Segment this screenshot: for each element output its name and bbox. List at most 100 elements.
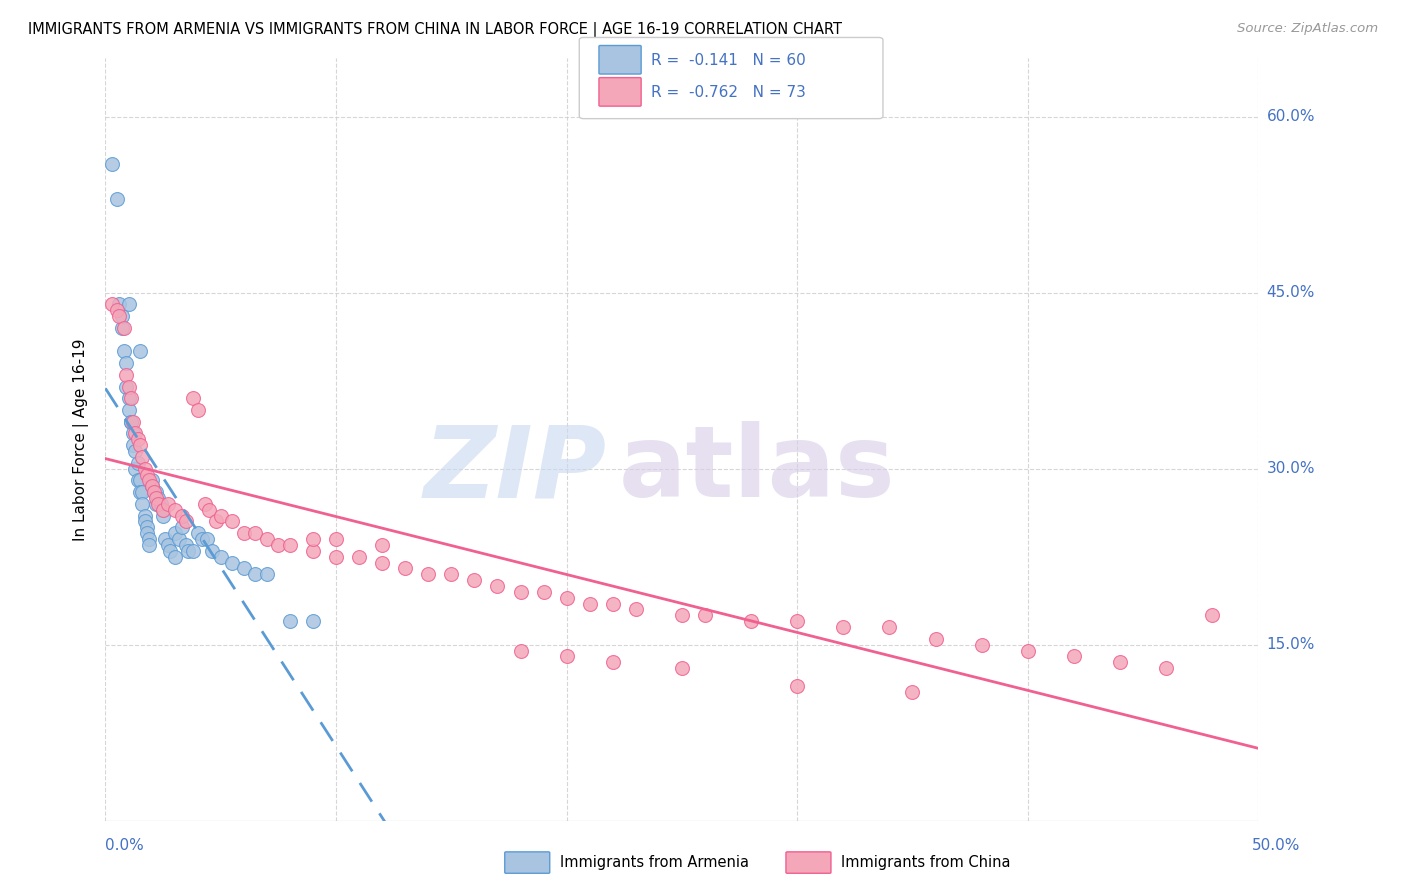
Point xyxy=(924,632,946,646)
Text: 15.0%: 15.0% xyxy=(1267,637,1315,652)
Point xyxy=(245,526,267,541)
Point xyxy=(122,426,145,441)
Point xyxy=(122,438,145,452)
Point xyxy=(120,415,142,429)
Point xyxy=(624,602,647,616)
Point xyxy=(170,508,193,523)
Point xyxy=(602,655,624,669)
Point xyxy=(533,585,555,599)
Point xyxy=(194,497,217,511)
Point xyxy=(174,515,197,529)
Point xyxy=(394,561,416,575)
Point xyxy=(105,192,128,206)
Point xyxy=(200,543,222,558)
Point xyxy=(101,297,124,311)
Point xyxy=(131,485,153,500)
Point xyxy=(117,379,139,393)
Text: 30.0%: 30.0% xyxy=(1267,461,1315,476)
Point xyxy=(131,497,153,511)
Text: 60.0%: 60.0% xyxy=(1267,109,1315,124)
Text: ZIP: ZIP xyxy=(425,421,607,518)
Point xyxy=(371,538,394,552)
Y-axis label: In Labor Force | Age 16-19: In Labor Force | Age 16-19 xyxy=(73,338,90,541)
Point xyxy=(371,556,394,570)
Point xyxy=(112,321,135,335)
Point xyxy=(142,485,165,500)
Point xyxy=(325,549,347,564)
Point xyxy=(209,508,232,523)
Point xyxy=(127,474,149,488)
Point xyxy=(671,608,693,623)
Point xyxy=(209,549,232,564)
Point xyxy=(1201,608,1223,623)
Text: IMMIGRANTS FROM ARMENIA VS IMMIGRANTS FROM CHINA IN LABOR FORCE | AGE 16-19 CORR: IMMIGRANTS FROM ARMENIA VS IMMIGRANTS FR… xyxy=(28,22,842,38)
Text: 0.0%: 0.0% xyxy=(105,838,145,853)
Point xyxy=(555,591,578,605)
Point xyxy=(141,474,163,488)
Point xyxy=(278,538,301,552)
Point xyxy=(163,526,186,541)
Point xyxy=(1017,643,1039,657)
Point xyxy=(134,461,156,475)
Text: Immigrants from Armenia: Immigrants from Armenia xyxy=(560,855,748,870)
Point xyxy=(693,608,716,623)
Point xyxy=(148,491,170,505)
Point xyxy=(152,502,174,516)
Point xyxy=(145,497,167,511)
Point xyxy=(879,620,901,634)
Point xyxy=(256,532,278,546)
Point xyxy=(129,474,152,488)
Point xyxy=(138,532,160,546)
Point xyxy=(832,620,855,634)
Point xyxy=(117,403,139,417)
Point xyxy=(170,520,193,534)
Point xyxy=(110,309,132,323)
Text: atlas: atlas xyxy=(619,421,896,518)
Point xyxy=(177,543,200,558)
Point xyxy=(302,614,325,628)
Point xyxy=(187,526,209,541)
Point xyxy=(1154,661,1177,675)
Point xyxy=(141,479,163,493)
Point xyxy=(302,532,325,546)
Point xyxy=(156,538,179,552)
Point xyxy=(155,532,177,546)
Point xyxy=(134,508,156,523)
Point xyxy=(578,597,600,611)
Point xyxy=(127,433,149,447)
Point xyxy=(152,502,174,516)
Point xyxy=(152,508,174,523)
Point xyxy=(221,515,243,529)
Point xyxy=(602,597,624,611)
Point xyxy=(136,520,159,534)
Point xyxy=(205,515,228,529)
Point xyxy=(325,532,347,546)
Point xyxy=(108,297,131,311)
Point xyxy=(129,438,152,452)
Point xyxy=(115,379,138,393)
Point xyxy=(191,532,214,546)
Point xyxy=(136,526,159,541)
Point xyxy=(117,297,139,311)
Point xyxy=(347,549,370,564)
Point xyxy=(167,532,190,546)
Point xyxy=(122,415,145,429)
Point xyxy=(970,638,993,652)
Point xyxy=(134,515,156,529)
Point xyxy=(163,549,186,564)
Point xyxy=(120,391,142,405)
Point xyxy=(156,497,179,511)
Point xyxy=(163,502,186,516)
Point xyxy=(198,502,221,516)
Point xyxy=(486,579,509,593)
Point xyxy=(509,585,531,599)
Point xyxy=(418,567,440,582)
Point xyxy=(115,356,138,370)
Point xyxy=(136,467,159,482)
Point xyxy=(124,426,146,441)
Text: 45.0%: 45.0% xyxy=(1267,285,1315,300)
Point xyxy=(149,497,172,511)
Point xyxy=(112,344,135,359)
Point xyxy=(138,538,160,552)
Point xyxy=(302,543,325,558)
